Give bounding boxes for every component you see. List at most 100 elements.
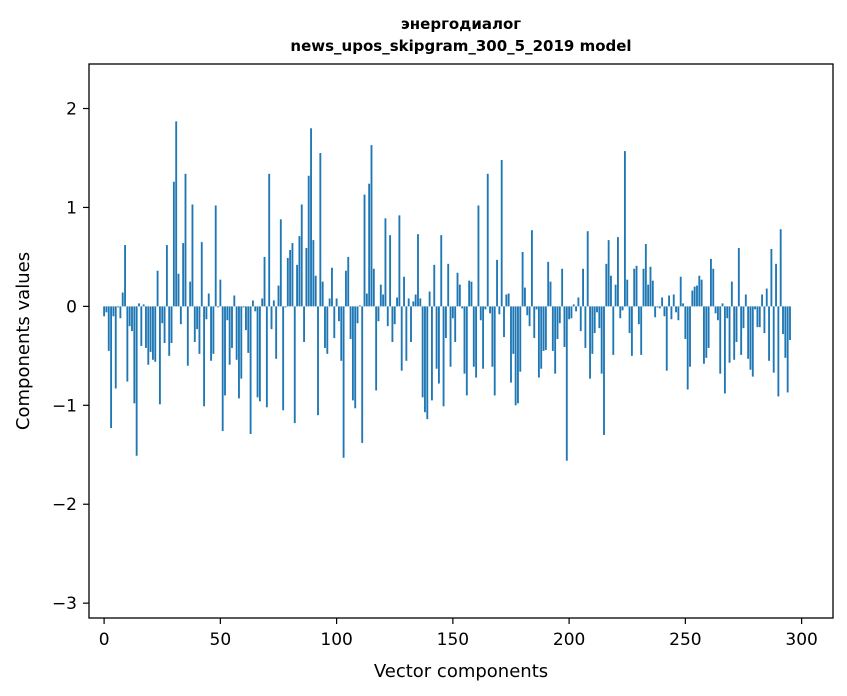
bar [589, 306, 591, 379]
bar [575, 306, 578, 312]
bar [519, 306, 522, 372]
x-tick-label: 100 [320, 630, 352, 650]
bar [696, 285, 698, 307]
bar [284, 306, 287, 308]
bar [479, 306, 482, 321]
bar [547, 261, 550, 307]
bar [214, 205, 217, 307]
bar [293, 306, 296, 424]
bar [726, 306, 729, 319]
bar [500, 159, 503, 307]
bar [291, 243, 294, 307]
bar [128, 306, 131, 327]
bar [347, 256, 350, 307]
bar [605, 263, 608, 307]
bar [456, 272, 459, 307]
bar [689, 306, 691, 367]
bar [405, 306, 408, 361]
bar [686, 306, 689, 390]
bar [365, 293, 368, 307]
bar [435, 306, 438, 369]
x-axis-label: Vector components [374, 661, 548, 682]
bar [693, 286, 696, 307]
bar [254, 306, 257, 312]
bar [675, 306, 677, 313]
bar [303, 306, 305, 342]
bar [716, 306, 719, 321]
bar [744, 294, 747, 307]
bar [279, 219, 282, 307]
x-tick-label: 250 [669, 630, 701, 650]
bar [677, 306, 680, 321]
y-axis-ticks: −3 −2 −1 0 1 2 [52, 100, 89, 614]
bar [598, 306, 601, 329]
bar [270, 306, 273, 330]
bar [563, 306, 566, 347]
bar [217, 306, 219, 308]
bar [458, 284, 461, 307]
chart-subtitle: news_upos_skipgram_300_5_2019 model [290, 37, 631, 55]
bar [772, 306, 775, 373]
bar [431, 306, 433, 401]
bar [635, 265, 638, 307]
y-tick-label: 2 [66, 100, 77, 120]
bar [340, 306, 343, 361]
bar [784, 306, 787, 358]
bar [491, 306, 494, 367]
bar [324, 306, 326, 348]
bar [551, 306, 554, 351]
bar [472, 306, 475, 367]
bar [298, 236, 301, 307]
bar [296, 264, 299, 307]
bar [393, 306, 396, 325]
bar [749, 306, 752, 370]
bar [626, 279, 629, 307]
bar [758, 306, 761, 328]
bar [356, 306, 359, 324]
bar [177, 273, 180, 307]
bar [440, 235, 443, 307]
bar [579, 306, 582, 332]
bar [114, 306, 117, 389]
y-axis-label: Components values [13, 252, 34, 430]
bar [328, 298, 331, 307]
bar [103, 306, 106, 317]
bar [272, 300, 275, 307]
bar [331, 267, 333, 307]
y-tick-label: 0 [66, 297, 77, 317]
bar [333, 306, 336, 339]
bar [568, 306, 571, 320]
bar [572, 304, 575, 307]
bar [410, 306, 412, 342]
bar [133, 306, 136, 404]
bar [705, 306, 708, 358]
bar [533, 306, 536, 339]
bar [193, 306, 196, 342]
bar [417, 234, 419, 307]
bar [326, 306, 329, 354]
bar [454, 306, 457, 342]
bar [647, 284, 650, 307]
bar [437, 306, 440, 384]
bar [498, 306, 501, 315]
bar [249, 306, 252, 434]
bar [761, 294, 764, 307]
bar [586, 231, 589, 307]
bar [224, 306, 226, 396]
bar [251, 300, 254, 307]
bar [358, 305, 361, 307]
bar [235, 306, 238, 360]
bar [263, 256, 266, 307]
bar [698, 275, 701, 307]
bar [412, 301, 415, 307]
bar [779, 229, 782, 307]
bar [261, 298, 264, 307]
bar [112, 306, 115, 317]
bar [461, 306, 464, 309]
bar [465, 306, 468, 396]
bar [163, 306, 166, 343]
bar [319, 153, 322, 307]
bar [400, 306, 403, 371]
bar [540, 306, 543, 369]
bar [242, 306, 245, 308]
